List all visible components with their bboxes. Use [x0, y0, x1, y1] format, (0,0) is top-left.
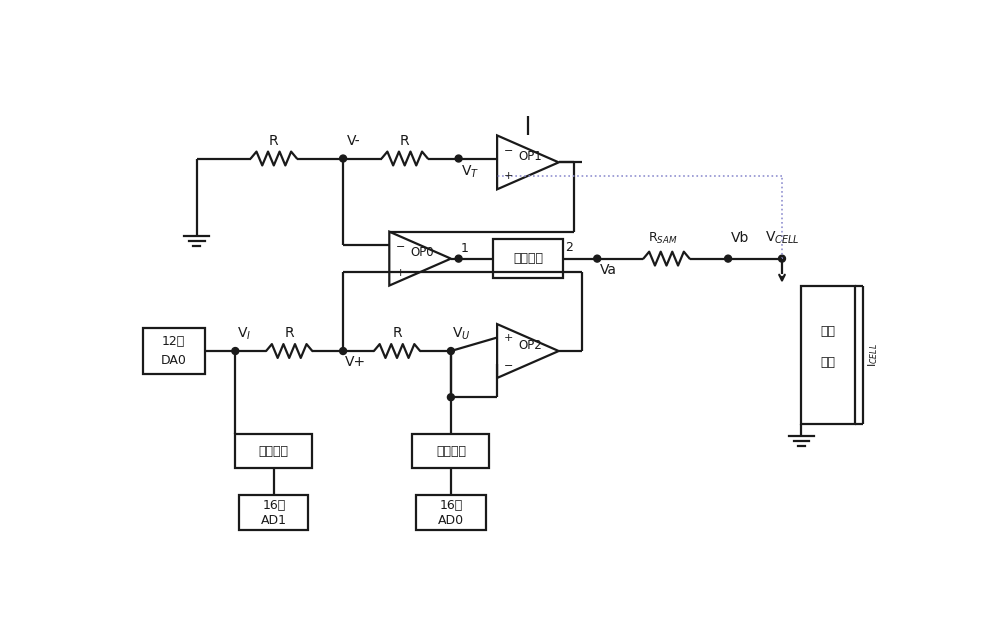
Circle shape: [340, 347, 347, 354]
Circle shape: [232, 347, 239, 354]
Text: I$_{CELL}$: I$_{CELL}$: [867, 343, 881, 367]
Bar: [235, 434, 312, 468]
Bar: [493, 239, 563, 278]
Text: 1: 1: [461, 242, 469, 256]
Bar: [143, 328, 205, 374]
Text: R: R: [269, 134, 279, 148]
Text: 2: 2: [565, 241, 573, 254]
Text: R: R: [284, 326, 294, 340]
Bar: [416, 495, 486, 530]
Text: $+$: $+$: [503, 170, 513, 181]
Text: V+: V+: [345, 355, 366, 369]
Text: AD1: AD1: [261, 514, 287, 527]
Text: V$_{CELL}$: V$_{CELL}$: [765, 230, 799, 246]
Text: 电池: 电池: [821, 356, 836, 369]
Circle shape: [594, 255, 601, 262]
Text: OP0: OP0: [411, 246, 434, 259]
Text: OP1: OP1: [518, 150, 542, 163]
Text: 12位: 12位: [162, 335, 185, 349]
Text: $-$: $-$: [503, 144, 513, 154]
Circle shape: [447, 347, 454, 354]
Text: R: R: [400, 134, 410, 148]
Circle shape: [447, 394, 454, 401]
Text: 16位: 16位: [439, 499, 463, 512]
Text: 16位: 16位: [262, 499, 285, 512]
Text: Va: Va: [600, 263, 617, 277]
Text: V$_I$: V$_I$: [237, 325, 251, 342]
Circle shape: [455, 155, 462, 162]
Text: V$_T$: V$_T$: [461, 163, 479, 180]
Text: 驱动增强: 驱动增强: [513, 252, 543, 265]
Text: OP2: OP2: [518, 338, 542, 352]
Circle shape: [725, 255, 732, 262]
Text: V-: V-: [347, 134, 361, 148]
Bar: [412, 434, 489, 468]
Text: 保护电路: 保护电路: [436, 445, 466, 458]
Bar: [239, 495, 308, 530]
Text: R: R: [392, 326, 402, 340]
Circle shape: [455, 255, 462, 262]
Text: AD0: AD0: [438, 514, 464, 527]
Bar: [801, 286, 855, 424]
Text: DA0: DA0: [161, 354, 187, 367]
Circle shape: [779, 255, 785, 262]
Text: $-$: $-$: [395, 240, 406, 250]
Text: 太阳: 太阳: [821, 325, 836, 338]
Text: V$_U$: V$_U$: [452, 325, 471, 342]
Text: R$_{SAM}$: R$_{SAM}$: [648, 230, 677, 246]
Text: $-$: $-$: [503, 359, 513, 369]
Text: $+$: $+$: [503, 332, 513, 343]
Text: 保护电路: 保护电路: [259, 445, 289, 458]
Circle shape: [340, 155, 347, 162]
Text: Vb: Vb: [730, 230, 749, 245]
Text: $+$: $+$: [395, 267, 406, 278]
